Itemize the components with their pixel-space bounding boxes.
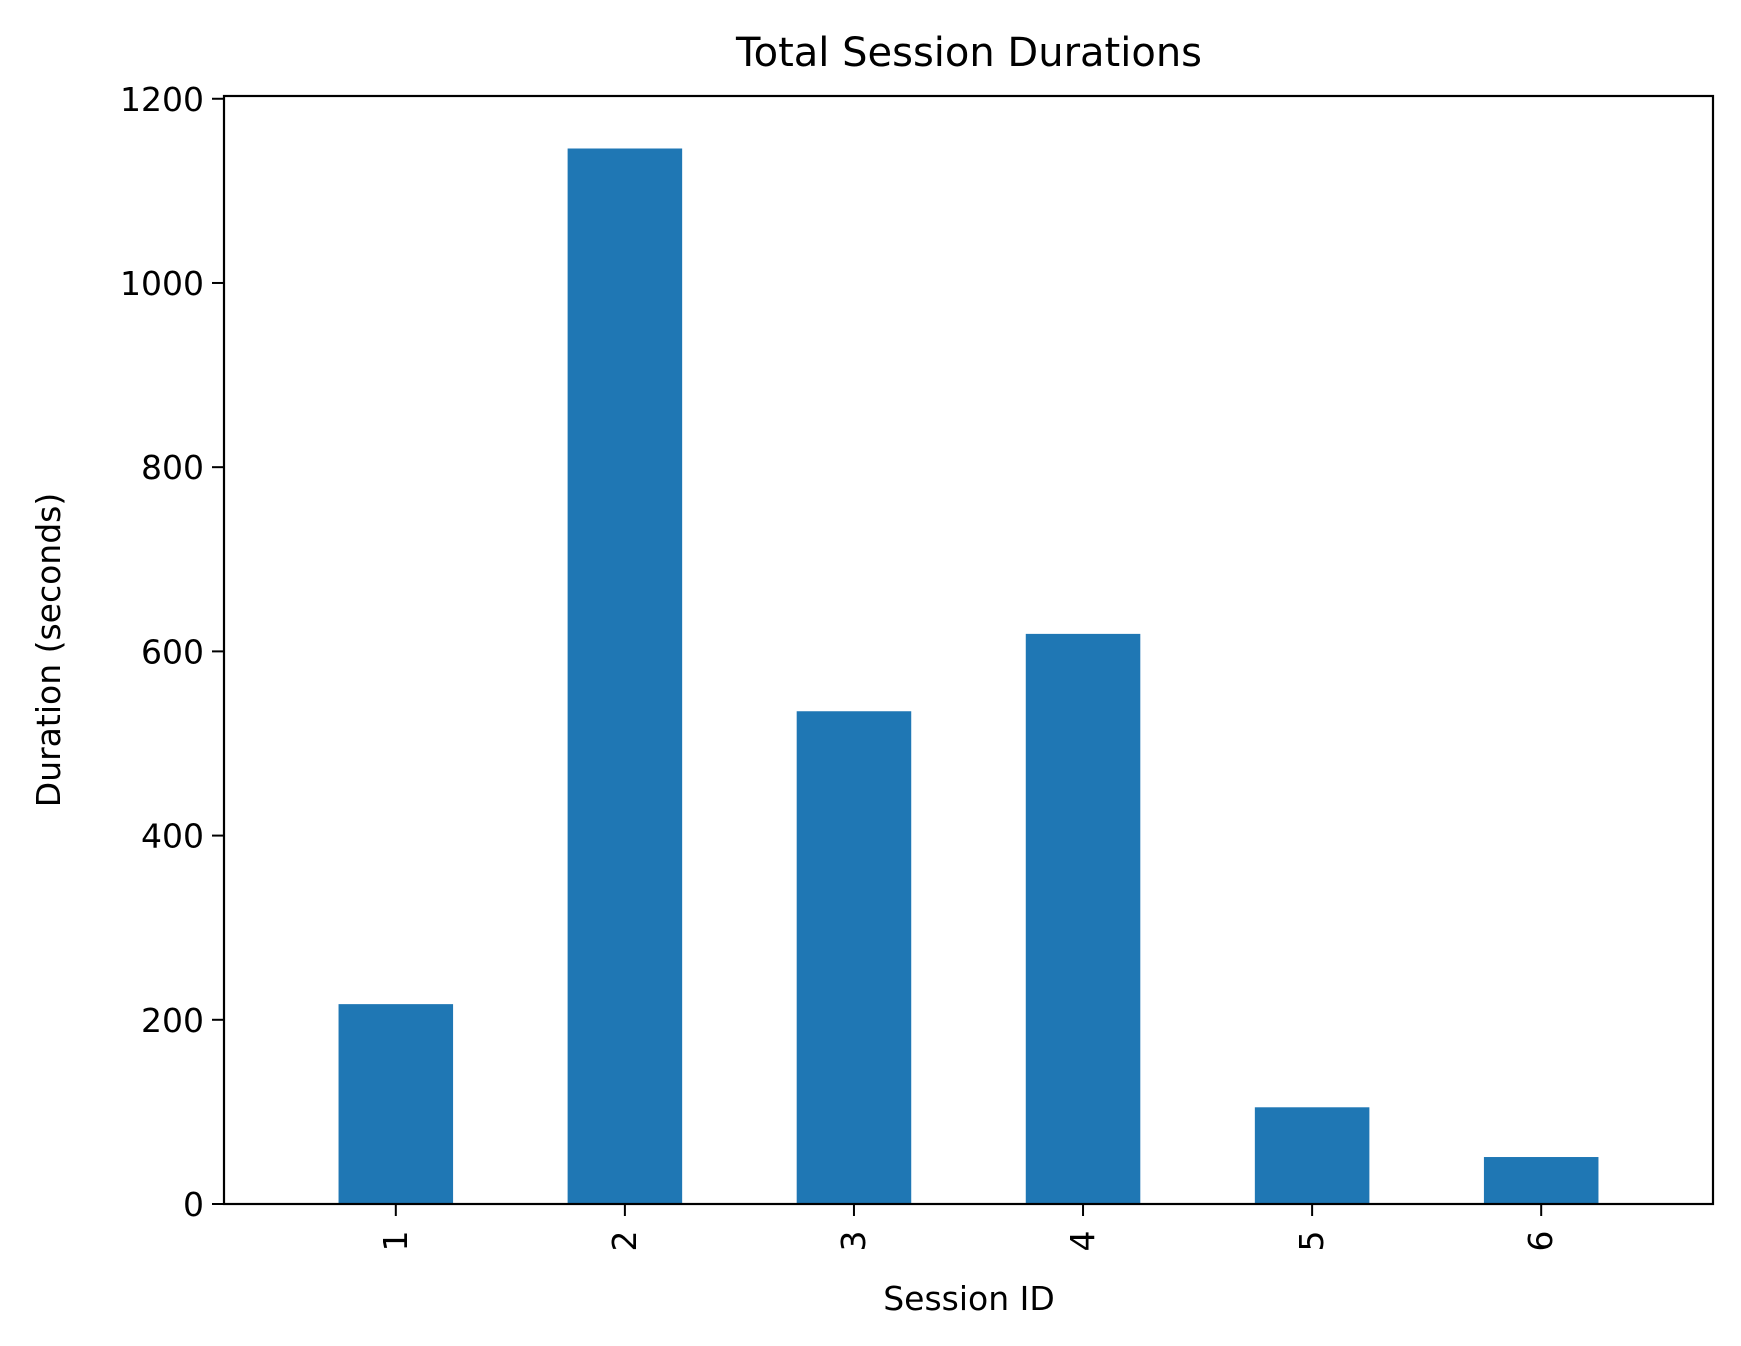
- y-axis: 0 200 400 600 800 1000 1200: [120, 80, 224, 1224]
- y-tick-label: 1200: [120, 80, 204, 119]
- y-axis-label: Duration (seconds): [29, 493, 68, 807]
- bars-group: [338, 148, 1599, 1204]
- x-tick-label: 3: [834, 1231, 873, 1252]
- bar-session-6: [1483, 1157, 1599, 1204]
- x-tick-label: 6: [1521, 1231, 1560, 1252]
- chart-title: Total Session Durations: [735, 30, 1202, 76]
- y-tick-label: 0: [183, 1185, 204, 1224]
- x-tick-label: 4: [1063, 1231, 1102, 1252]
- x-tick-label: 2: [605, 1231, 644, 1252]
- y-tick-label: 400: [141, 817, 204, 856]
- bar-session-5: [1254, 1107, 1370, 1204]
- y-tick-label: 200: [141, 1001, 204, 1040]
- x-tick-label: 1: [376, 1231, 415, 1252]
- x-tick-label: 5: [1292, 1231, 1331, 1252]
- bar-session-2: [567, 148, 683, 1204]
- x-axis-label: Session ID: [883, 1279, 1055, 1318]
- plot-frame: [222, 94, 1715, 1206]
- y-tick-label: 600: [141, 632, 204, 671]
- x-axis: 1 2 3 4 5 6: [376, 1204, 1560, 1252]
- y-tick-label: 800: [141, 448, 204, 487]
- y-tick-label: 1000: [120, 264, 204, 303]
- bar-session-3: [796, 711, 912, 1204]
- bar-session-4: [1025, 633, 1141, 1204]
- bar-session-1: [338, 1004, 454, 1204]
